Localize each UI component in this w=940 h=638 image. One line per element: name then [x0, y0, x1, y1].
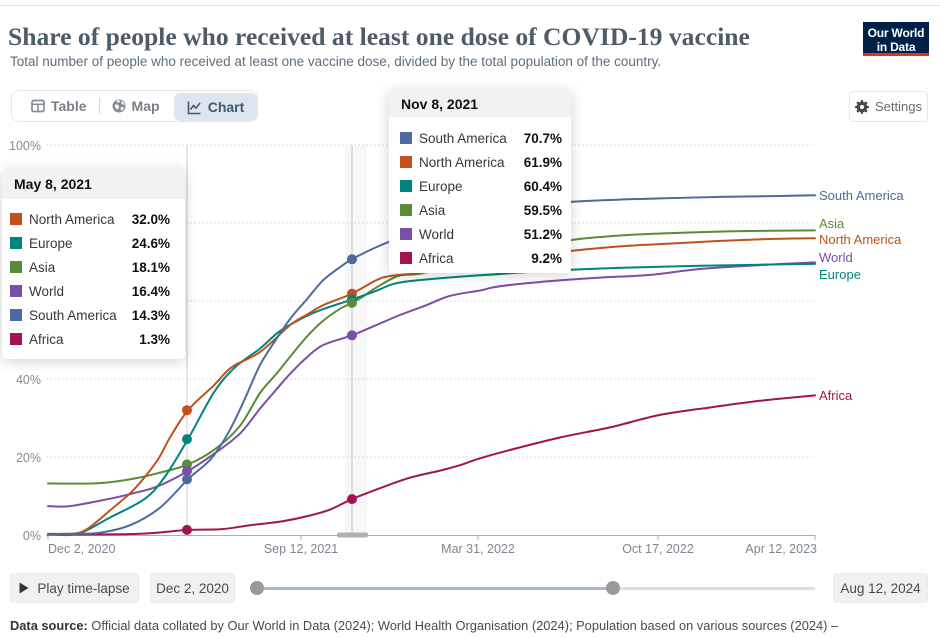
- svg-text:Sep 12, 2021: Sep 12, 2021: [264, 542, 338, 556]
- svg-text:Africa: Africa: [819, 388, 853, 403]
- svg-text:100%: 100%: [9, 139, 41, 153]
- svg-text:South America: South America: [819, 188, 904, 203]
- svg-text:Oct 17, 2022: Oct 17, 2022: [622, 542, 694, 556]
- svg-text:World: World: [819, 250, 853, 265]
- svg-text:Europe: Europe: [819, 267, 861, 282]
- svg-text:20%: 20%: [16, 451, 41, 465]
- svg-text:Mar 31, 2022: Mar 31, 2022: [441, 542, 515, 556]
- svg-text:0%: 0%: [23, 529, 41, 543]
- svg-text:40%: 40%: [16, 373, 41, 387]
- svg-text:Dec 2, 2020: Dec 2, 2020: [48, 542, 115, 556]
- svg-text:Asia: Asia: [819, 216, 845, 231]
- svg-text:North America: North America: [819, 232, 902, 247]
- svg-text:Apr 12, 2023: Apr 12, 2023: [745, 542, 817, 556]
